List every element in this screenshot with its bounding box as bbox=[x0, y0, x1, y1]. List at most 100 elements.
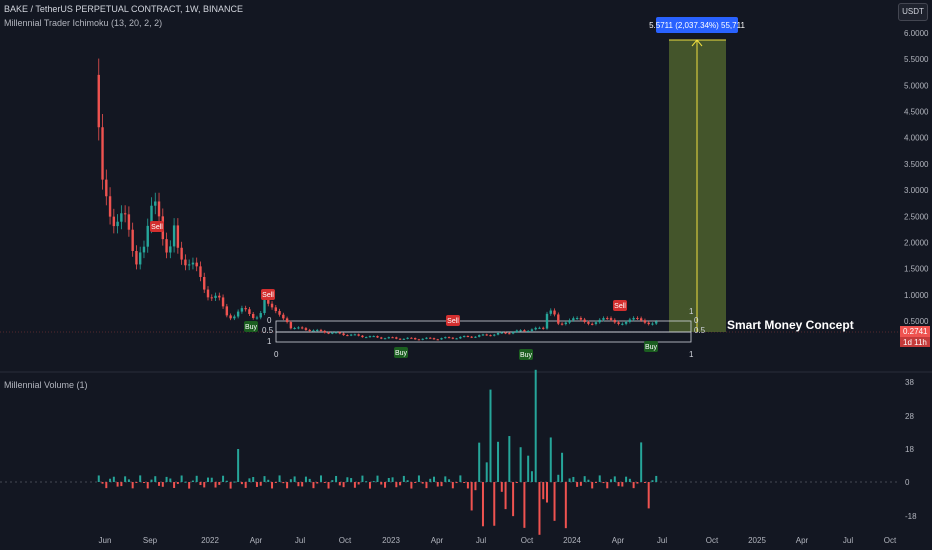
measure-badge bbox=[656, 17, 738, 33]
volume-bar bbox=[120, 482, 123, 487]
volume-bar bbox=[131, 482, 134, 489]
volume-bar bbox=[474, 482, 477, 491]
candle-body bbox=[203, 276, 206, 290]
volume-bar bbox=[97, 475, 100, 482]
candle-body bbox=[545, 313, 549, 329]
candle-body bbox=[308, 329, 311, 331]
volume-bar bbox=[636, 482, 639, 484]
candle-body bbox=[342, 333, 345, 336]
volume-bar bbox=[628, 478, 631, 482]
candle-body bbox=[470, 336, 473, 338]
volume-bar bbox=[259, 482, 262, 486]
volume-bar bbox=[583, 476, 586, 482]
volume-bar bbox=[410, 482, 413, 489]
candle-body bbox=[493, 334, 496, 336]
indicator-label[interactable]: Millennial Trader Ichimoku (13, 20, 2, 2… bbox=[4, 18, 163, 28]
candle-body bbox=[417, 339, 421, 341]
candle-body bbox=[221, 297, 225, 307]
candle-body bbox=[485, 334, 488, 336]
volume-bar bbox=[210, 477, 213, 482]
candle-body bbox=[591, 323, 594, 325]
currency-button[interactable]: USDT bbox=[898, 3, 928, 21]
current-price-label: 0.2741 bbox=[903, 327, 928, 336]
volume-bar bbox=[255, 482, 258, 487]
candle-body bbox=[112, 216, 116, 227]
candle-body bbox=[526, 330, 530, 332]
candle-body bbox=[135, 251, 138, 265]
fib-left-label: 0.5 bbox=[262, 326, 274, 335]
volume-bar bbox=[478, 442, 481, 482]
volume-bar bbox=[568, 478, 571, 482]
candle-body bbox=[583, 319, 586, 323]
signal-sell-badge bbox=[446, 315, 460, 326]
candle-body bbox=[391, 337, 394, 339]
measure-label: 5.5711 (2,037.34%) 55,711 bbox=[649, 21, 745, 30]
price-tick-label: 5.0000 bbox=[904, 81, 929, 90]
candle-body bbox=[572, 318, 575, 321]
volume-bar bbox=[606, 482, 609, 489]
volume-bar bbox=[320, 475, 322, 482]
candle-body bbox=[534, 327, 537, 330]
volume-bar bbox=[158, 482, 161, 486]
volume-bar bbox=[504, 482, 507, 510]
volume-bar bbox=[399, 482, 402, 486]
volume-bar bbox=[466, 482, 469, 489]
volume-bar bbox=[346, 477, 349, 482]
candle-body bbox=[432, 338, 436, 340]
volume-bar bbox=[233, 481, 236, 483]
candle-body bbox=[282, 314, 285, 319]
candle-body bbox=[500, 332, 503, 334]
volume-bar bbox=[433, 476, 435, 482]
volume-bar bbox=[384, 482, 387, 488]
candle-body bbox=[655, 321, 658, 324]
volume-bar bbox=[350, 478, 353, 482]
volume-bar bbox=[564, 482, 567, 529]
time-axis-label: 2022 bbox=[201, 536, 219, 545]
candle-body bbox=[293, 328, 296, 330]
candle-body bbox=[395, 337, 398, 339]
candle-body bbox=[300, 327, 304, 329]
volume-indicator-label[interactable]: Millennial Volume (1) bbox=[4, 380, 88, 390]
candle-body bbox=[240, 308, 244, 312]
candle-body bbox=[560, 323, 564, 325]
time-axis-label: Jul bbox=[295, 536, 305, 545]
candle-body bbox=[643, 320, 647, 323]
candle-body bbox=[312, 330, 315, 332]
candle-body bbox=[195, 262, 198, 267]
candle-body bbox=[131, 229, 134, 252]
candle-body bbox=[466, 336, 470, 338]
volume-bar bbox=[436, 482, 439, 487]
volume-bar bbox=[613, 476, 616, 482]
candle-body bbox=[270, 303, 274, 308]
volume-bar bbox=[282, 482, 285, 484]
candle-body bbox=[398, 338, 402, 340]
candle-body bbox=[549, 310, 552, 314]
candle-body bbox=[323, 330, 326, 333]
candle-body bbox=[101, 127, 104, 180]
price-tick-label: 1.0000 bbox=[904, 291, 929, 300]
candle-body bbox=[142, 246, 146, 253]
volume-bar bbox=[267, 479, 270, 482]
candle-body bbox=[233, 316, 236, 319]
candle-body bbox=[176, 225, 180, 248]
candle-body bbox=[387, 337, 390, 339]
candle-body bbox=[105, 179, 108, 197]
candle-body bbox=[523, 330, 526, 332]
volume-bar bbox=[372, 481, 375, 483]
candle-body bbox=[613, 319, 616, 323]
volume-bar bbox=[440, 482, 443, 487]
volume-bar bbox=[632, 482, 635, 489]
candle-body bbox=[402, 338, 406, 340]
candle-body bbox=[267, 300, 270, 304]
volume-tick-label: 18 bbox=[905, 445, 914, 454]
signal-buy-label: Buy bbox=[395, 350, 408, 357]
smc-zone-upper bbox=[275, 320, 692, 333]
candle-body bbox=[542, 327, 545, 329]
volume-bar bbox=[515, 482, 518, 483]
candle-body bbox=[425, 337, 428, 339]
time-axis-label: Apr bbox=[612, 536, 625, 545]
candle-body bbox=[519, 330, 522, 332]
candle-body bbox=[259, 313, 262, 318]
volume-bar bbox=[417, 475, 420, 482]
